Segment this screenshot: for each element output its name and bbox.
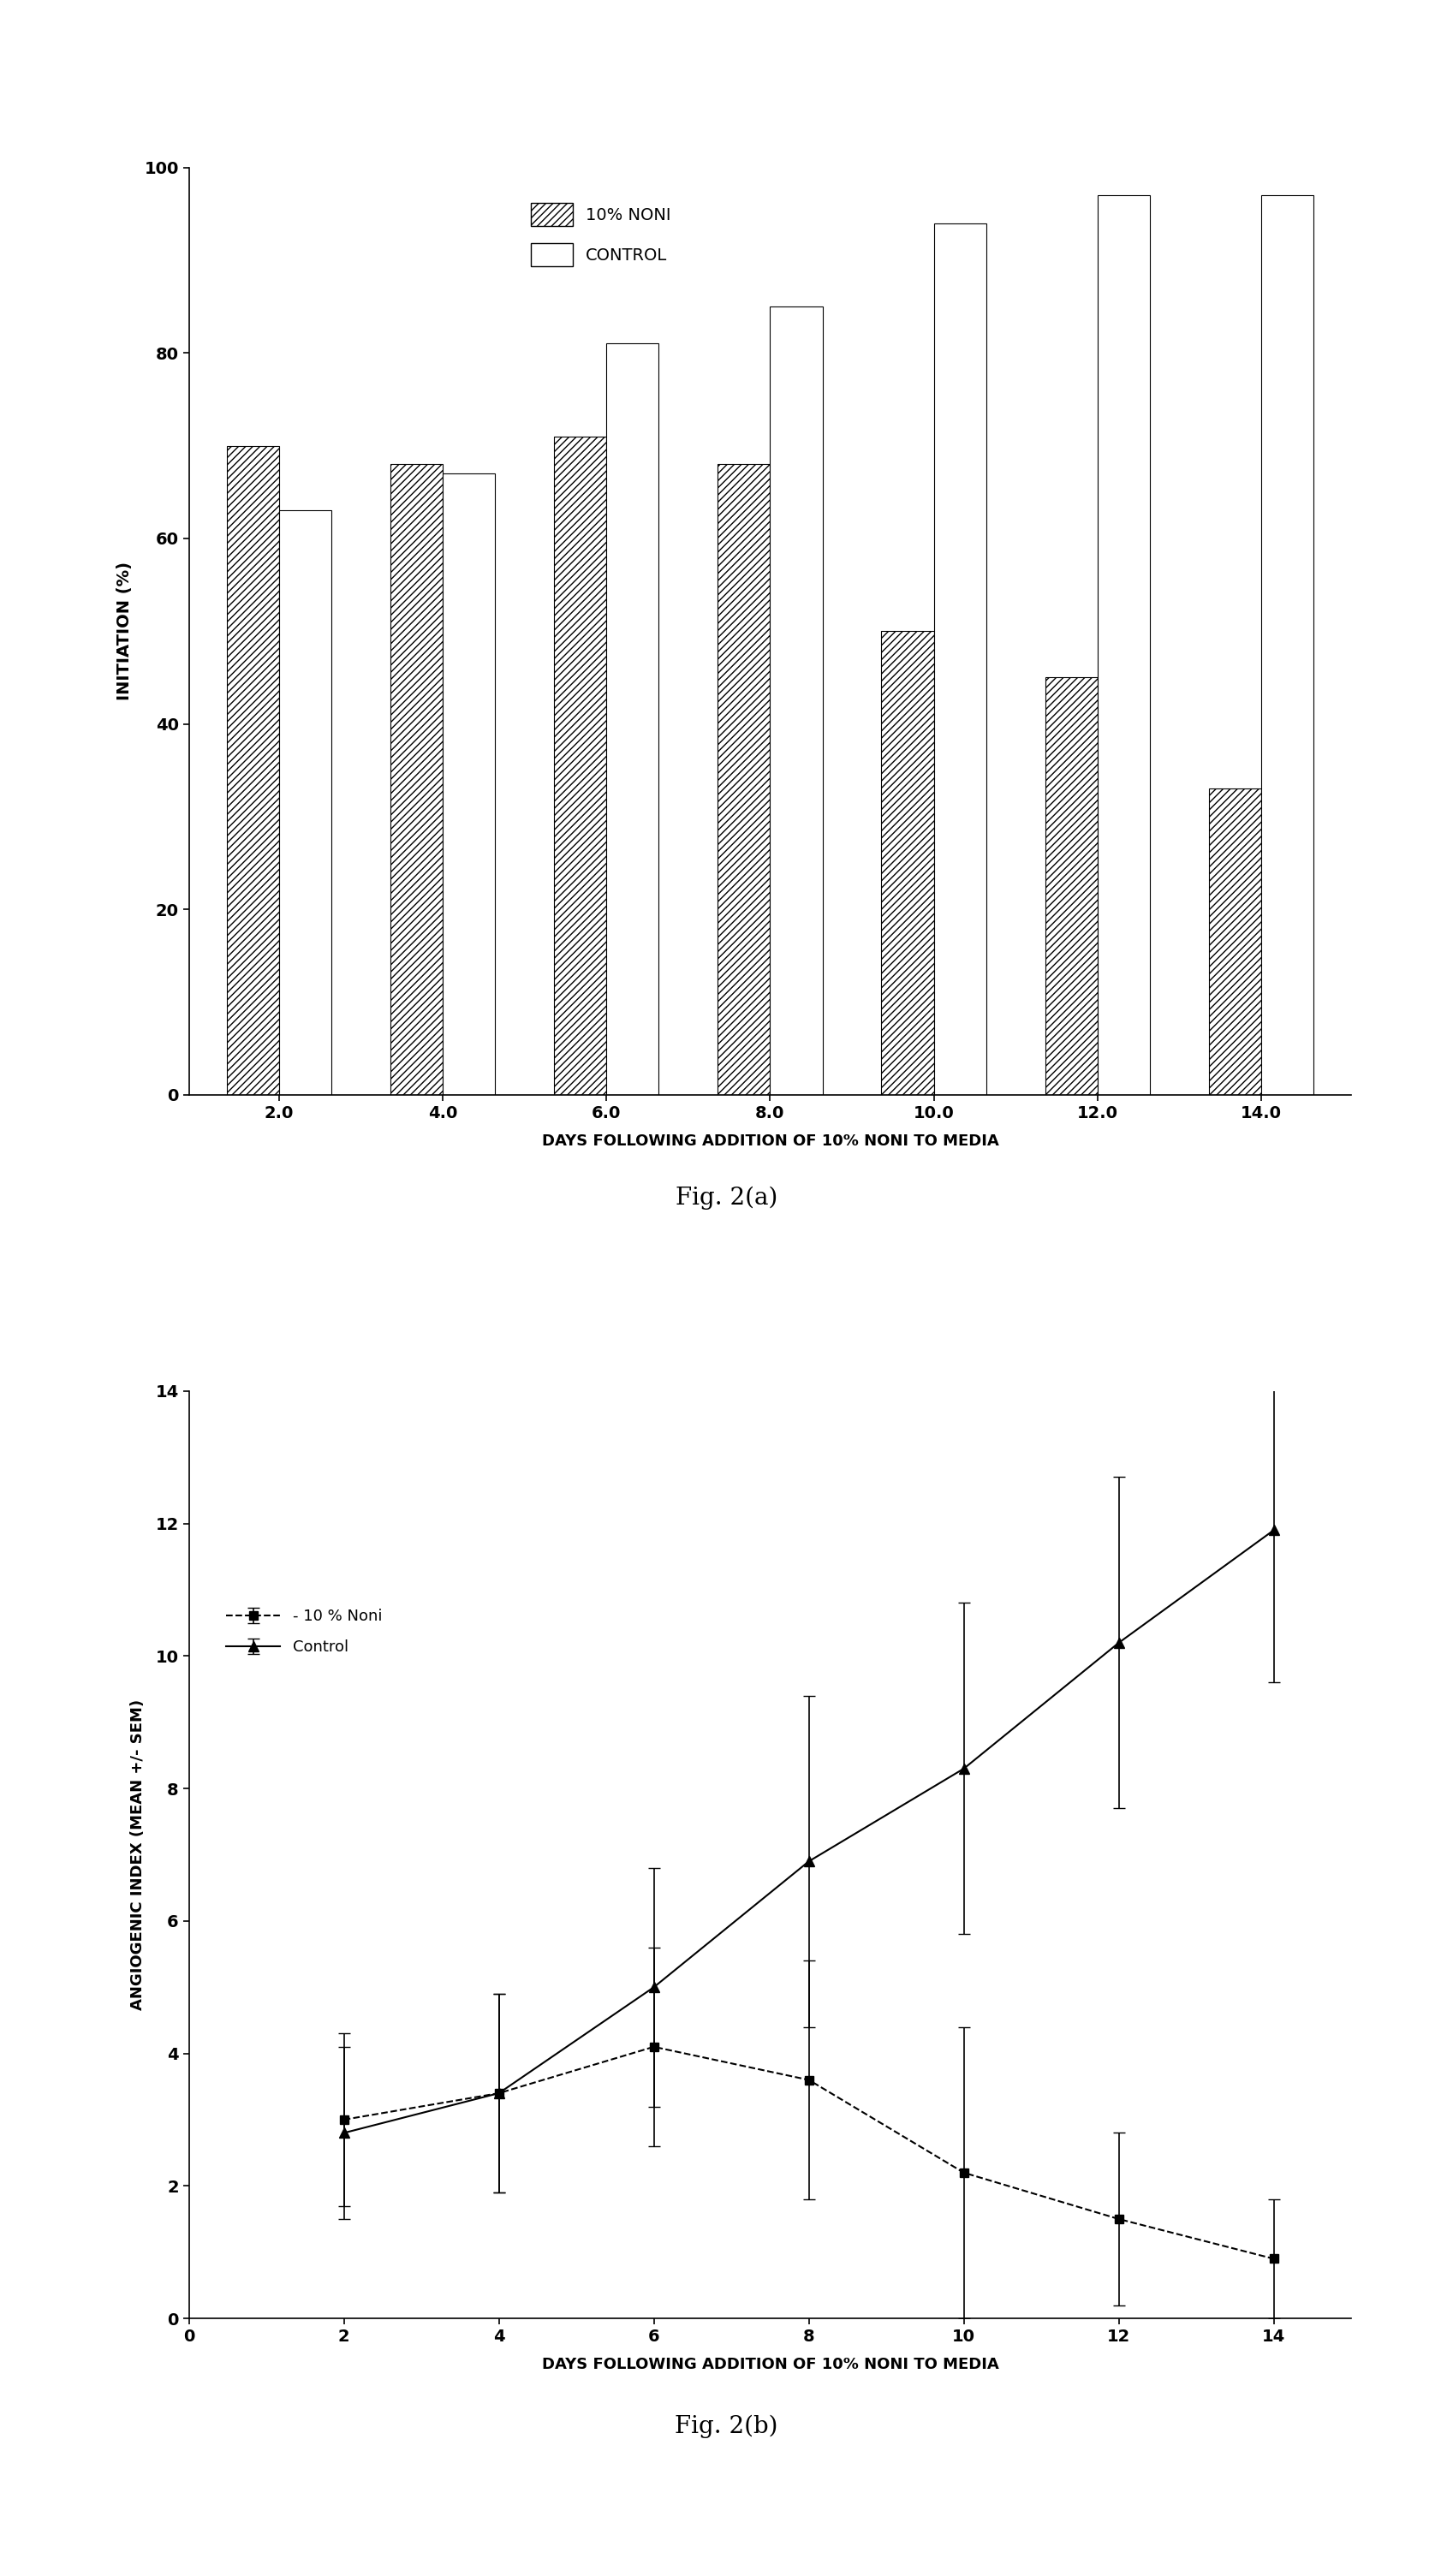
X-axis label: DAYS FOLLOWING ADDITION OF 10% NONI TO MEDIA: DAYS FOLLOWING ADDITION OF 10% NONI TO M… [542, 2357, 998, 2372]
Legend: 10% NONI, CONTROL: 10% NONI, CONTROL [523, 193, 680, 276]
Y-axis label: ANGIOGENIC INDEX (MEAN +/- SEM): ANGIOGENIC INDEX (MEAN +/- SEM) [131, 1700, 145, 2009]
Bar [1045, 677, 1097, 1095]
Y-axis label: INITIATION (%): INITIATION (%) [116, 562, 132, 701]
Bar [391, 464, 443, 1095]
Bar [770, 307, 822, 1095]
Bar [1261, 196, 1314, 1095]
X-axis label: DAYS FOLLOWING ADDITION OF 10% NONI TO MEDIA: DAYS FOLLOWING ADDITION OF 10% NONI TO M… [542, 1133, 998, 1149]
Text: Fig. 2(b): Fig. 2(b) [674, 2414, 779, 2439]
Bar [718, 464, 770, 1095]
Bar [554, 435, 606, 1095]
Bar [227, 446, 279, 1095]
Bar [934, 224, 987, 1095]
Bar [279, 510, 331, 1095]
Bar [606, 343, 658, 1095]
Bar [443, 474, 495, 1095]
Text: Fig. 2(a): Fig. 2(a) [676, 1185, 777, 1211]
Legend: - 10 % Noni, Control: - 10 % Noni, Control [219, 1602, 388, 1662]
Bar [1209, 788, 1261, 1095]
Bar [882, 631, 934, 1095]
Bar [1097, 196, 1149, 1095]
